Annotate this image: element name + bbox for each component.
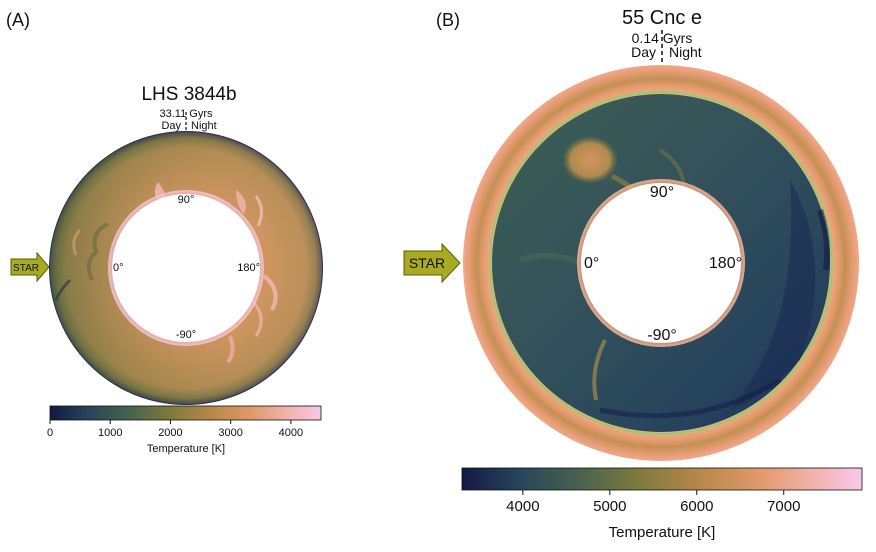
- panel-a-label: (A): [6, 10, 30, 30]
- colorbar-tick-label: 1000: [98, 427, 122, 439]
- panel-b-colorbar-ticks: 4000 5000 6000 7000: [506, 490, 800, 515]
- panel-b-title: 55 Cnc e: [622, 7, 702, 29]
- panel-b-colorbar: 4000 5000 6000 7000 Temperature [K]: [461, 467, 863, 541]
- panel-a-star-label: STAR: [13, 263, 39, 274]
- panel-a-colorbar-label: Temperature [K]: [147, 443, 225, 455]
- panel-a-day-label: Day: [161, 120, 181, 132]
- panel-b-colorbar-label: Temperature [K]: [609, 524, 716, 541]
- panel-a-angle-0: 0°: [113, 262, 124, 274]
- panel-a-colorbar: 0 1000 2000 3000 4000 Temperature [K]: [47, 405, 322, 455]
- panel-a-title: LHS 3844b: [141, 84, 236, 105]
- colorbar-tick-label: 5000: [593, 498, 626, 515]
- panel-b-star-arrow: STAR: [403, 242, 461, 284]
- colorbar-tick-label: 4000: [506, 498, 539, 515]
- colorbar-tick-label: 7000: [767, 498, 800, 515]
- panel-a-angle-90: 90°: [178, 194, 195, 206]
- panel-a-night-label: Night: [191, 120, 217, 132]
- panel-a-colorbar-gradient: [49, 405, 322, 421]
- panel-b-colorbar-gradient: [461, 467, 863, 491]
- panel-b-angle-0: 0°: [584, 255, 599, 272]
- colorbar-tick-label: 3000: [218, 427, 242, 439]
- panel-b: (B) 55 Cnc e 0.14 Gyrs Day Night 90° 0° …: [403, 7, 863, 541]
- panel-b-star-label: STAR: [409, 255, 445, 271]
- panel-b-angle-90: 90°: [650, 184, 674, 201]
- colorbar-tick-label: 4000: [279, 427, 303, 439]
- panel-b-night-label: Night: [669, 44, 702, 60]
- colorbar-tick-label: 6000: [680, 498, 713, 515]
- panel-a-angle-180: 180°: [237, 262, 260, 274]
- panel-a-star-arrow: STAR: [10, 251, 50, 283]
- panel-b-ring: [463, 65, 859, 461]
- colorbar-tick-label: 0: [47, 427, 53, 439]
- panel-a: (A) LHS 3844b 33.11 Gyrs Day Night 90° 0…: [6, 10, 323, 455]
- panel-a-angle-minus-90: -90°: [176, 329, 196, 341]
- panel-a-ring: [49, 131, 323, 405]
- panel-b-label: (B): [436, 10, 460, 30]
- panel-b-angle-minus-90: -90°: [647, 327, 677, 344]
- panel-a-colorbar-ticks: 0 1000 2000 3000 4000: [47, 420, 303, 439]
- colorbar-tick-label: 2000: [158, 427, 182, 439]
- panel-b-angle-180: 180°: [709, 255, 742, 272]
- panel-b-day-label: Day: [631, 44, 656, 60]
